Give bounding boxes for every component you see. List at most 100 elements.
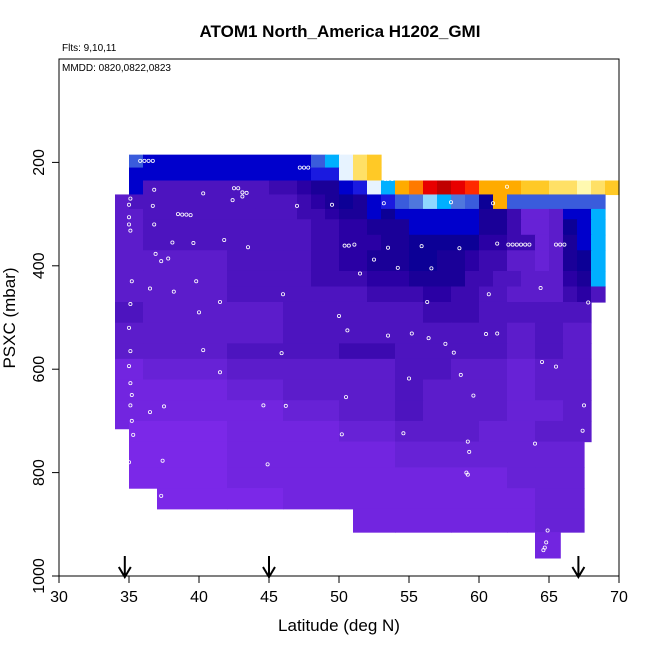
heatmap-cell	[367, 219, 410, 236]
flights-annotation: Flts: 9,10,11	[62, 43, 117, 54]
sample-point	[483, 332, 488, 337]
heatmap-cell	[507, 420, 536, 443]
sample-point	[352, 242, 357, 247]
heatmap-cell	[591, 270, 606, 288]
sample-point	[131, 432, 136, 437]
heatmap-cell	[185, 343, 228, 360]
sample-point	[448, 200, 453, 205]
heatmap-cell	[479, 301, 508, 324]
heatmap-cell	[339, 167, 354, 182]
heatmap-cells	[115, 154, 620, 559]
heatmap-cell	[549, 270, 564, 288]
heatmap-cell	[451, 343, 508, 360]
heatmap-cell	[451, 467, 508, 489]
sample-point	[385, 333, 390, 338]
heatmap-cell	[339, 379, 396, 401]
heatmap-cell	[465, 180, 480, 196]
heatmap-cell	[353, 180, 368, 196]
heatmap-cell	[605, 180, 620, 196]
sample-point	[129, 279, 134, 284]
heatmap-cell	[479, 286, 508, 303]
heatmap-cell	[227, 400, 284, 422]
heatmap-cell	[339, 400, 396, 422]
sample-point	[540, 359, 545, 364]
heatmap-cell	[227, 441, 284, 469]
flight-arrows	[117, 556, 586, 579]
heatmap-cell	[339, 208, 368, 220]
heatmap-cell	[465, 250, 480, 272]
heatmap-cell	[563, 180, 578, 196]
sample-point	[545, 528, 550, 533]
heatmap-cell	[227, 379, 284, 401]
sample-point	[301, 165, 306, 170]
sample-point	[582, 403, 587, 408]
heatmap-cell	[115, 358, 144, 381]
y-tick-label: 1000	[31, 558, 48, 594]
heatmap-cell	[395, 400, 424, 422]
sample-point	[336, 313, 341, 318]
heatmap-cell	[143, 234, 242, 251]
heatmap-cell	[227, 250, 284, 272]
sample-point	[446, 175, 451, 180]
heatmap-cell	[297, 194, 312, 210]
heatmap-cell	[227, 270, 312, 288]
heatmap-cell	[549, 219, 564, 236]
heatmap-cell	[227, 488, 284, 510]
heatmap-cell	[115, 379, 144, 401]
heatmap-cell	[129, 420, 228, 443]
sample-point	[486, 292, 491, 297]
y-axis-label: PSXC (mbar)	[0, 267, 19, 368]
sample-point	[538, 286, 543, 291]
heatmap-cell	[535, 488, 585, 510]
heatmap-cell	[563, 301, 592, 324]
heatmap-cell	[311, 154, 326, 169]
heatmap-cell	[227, 467, 284, 489]
sample-point	[345, 328, 350, 333]
y-axis: 200 400 600 800 1000	[31, 149, 60, 594]
chart-title: ATOM1 North_America H1202_GMI	[200, 22, 481, 41]
heatmap-cell	[423, 400, 480, 422]
x-axis-label: Latitude (deg N)	[278, 616, 400, 635]
sample-point	[160, 458, 165, 463]
heatmap-cell	[297, 208, 326, 220]
heatmap-cell	[563, 441, 585, 469]
heatmap-cell	[563, 250, 578, 272]
heatmap-cell	[157, 488, 228, 510]
heatmap-cell	[563, 219, 578, 236]
heatmap-cell	[129, 194, 144, 210]
heatmap-cell	[283, 467, 340, 489]
sample-point	[519, 242, 524, 247]
sample-point	[495, 331, 500, 336]
sample-point	[429, 175, 434, 180]
heatmap-cell	[535, 234, 550, 251]
sample-point	[128, 228, 133, 233]
heatmap-cell	[367, 301, 424, 324]
heatmap-cell	[367, 154, 382, 169]
heatmap-cell	[171, 400, 228, 422]
sample-point	[406, 376, 411, 381]
sample-point	[240, 194, 245, 199]
heatmap-cell	[507, 343, 536, 360]
sample-point	[514, 242, 519, 247]
sample-point	[138, 158, 143, 163]
x-tick-label: 45	[260, 589, 278, 606]
heatmap-cell	[409, 250, 438, 272]
sample-point	[222, 237, 227, 242]
sample-point	[343, 395, 348, 400]
heatmap-cell	[129, 167, 144, 182]
sample-point	[451, 350, 456, 355]
heatmap-cell	[493, 180, 508, 196]
sample-point	[150, 158, 155, 163]
sample-point	[283, 403, 288, 408]
heatmap-cell	[563, 358, 592, 381]
heatmap-cell	[479, 194, 494, 210]
heatmap-cell	[395, 488, 452, 510]
heatmap-cell	[381, 180, 396, 196]
heatmap-cell	[311, 194, 326, 210]
heatmap-cell	[563, 286, 578, 303]
heatmap-cell	[381, 208, 396, 220]
heatmap-cell	[353, 194, 368, 210]
sample-point	[180, 212, 185, 217]
heatmap-cell	[423, 286, 452, 303]
